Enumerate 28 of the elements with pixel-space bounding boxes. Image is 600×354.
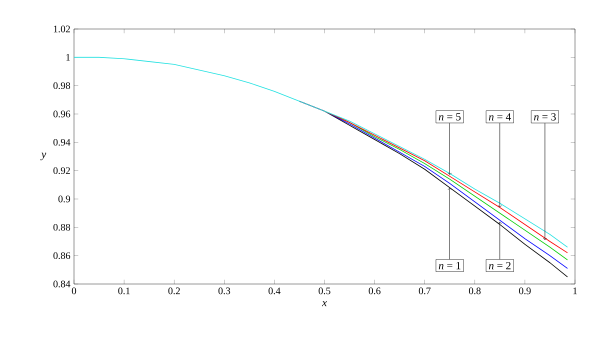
annotation: n = 1 (438, 262, 460, 270)
y-tick-label: 0.92 (53, 167, 70, 174)
y-tick-label: 1 (66, 54, 70, 61)
annotation: n = 3 (534, 113, 556, 121)
x-tick-label: 0.2 (168, 288, 180, 294)
y-tick-label: 0.96 (53, 110, 70, 118)
annotation: n = 5 (438, 113, 461, 120)
x-tick-label: 0.1 (118, 288, 130, 294)
y-tick-label: 0.94 (53, 138, 70, 146)
x-axis-title: x (322, 301, 327, 306)
annotation: n = 4 (488, 113, 511, 120)
x-tick-label: 0.6 (368, 288, 381, 294)
y-tick-label: 0.84 (53, 280, 70, 288)
x-tick-label: 0.4 (268, 288, 280, 294)
annotation: n = 2 (488, 262, 511, 270)
y-tick-label: 0.86 (53, 252, 70, 260)
x-tick-label: 0.9 (519, 288, 531, 294)
x-tick-label: 0 (72, 288, 76, 294)
y-axis-title: y (40, 152, 46, 160)
y-tick-label: 1.02 (54, 26, 70, 32)
x-tick-label: 0.3 (218, 288, 230, 294)
x-tick-label: 0.8 (468, 288, 481, 294)
y-tick-label: 0.9 (58, 196, 70, 202)
x-tick-label: 1 (573, 288, 577, 294)
x-tick-label: 0.5 (318, 288, 330, 294)
y-tick-label: 0.88 (53, 224, 70, 231)
x-tick-label: 0.7 (418, 288, 431, 294)
y-tick-label: 0.98 (53, 82, 70, 90)
